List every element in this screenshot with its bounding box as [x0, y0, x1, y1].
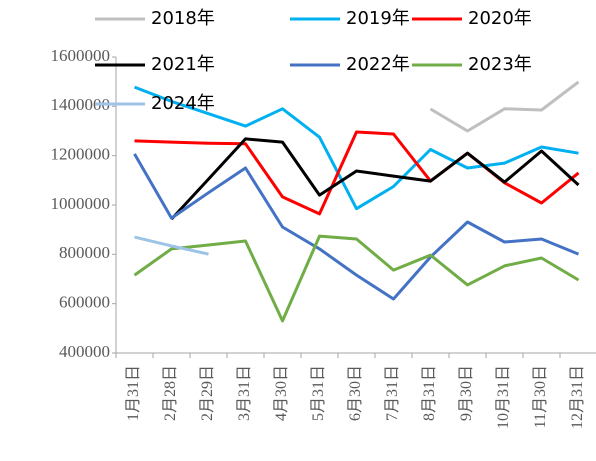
x-tick-label: 2月29日 [199, 365, 216, 421]
y-tick-label: 600000 [59, 293, 110, 312]
y-tick-label: 1200000 [51, 145, 111, 164]
y-tick-label: 800000 [59, 243, 110, 262]
series-line [134, 235, 209, 256]
x-tick-label: 9月30日 [458, 365, 475, 421]
legend-label: 2022年 [346, 54, 410, 75]
x-tick-label: 5月31日 [310, 365, 327, 421]
series-line [429, 80, 580, 133]
x-tick-label: 2月28日 [162, 365, 179, 421]
series-line [133, 234, 580, 323]
legend-label: 2019年 [346, 8, 410, 29]
x-tick-label: 12月31日 [569, 365, 586, 429]
x-tick-label: 7月31日 [384, 365, 401, 421]
series-line [133, 153, 580, 301]
legend-label: 2024年 [151, 93, 215, 114]
legend-label: 2023年 [468, 54, 532, 75]
y-tick-label: 1600000 [51, 46, 111, 65]
x-tick-label: 4月30日 [273, 365, 290, 421]
series-line [133, 85, 579, 211]
legend-label: 2018年 [151, 8, 215, 29]
y-tick-label: 1000000 [51, 194, 111, 213]
x-tick-label: 3月31日 [236, 365, 253, 421]
x-tick-label: 1月31日 [125, 365, 142, 421]
x-tick-label: 6月30日 [347, 365, 364, 421]
legend-label: 2020年 [468, 8, 532, 29]
x-tick-label: 11月30日 [532, 365, 549, 428]
series-line [134, 130, 580, 216]
legend-label: 2021年 [151, 54, 215, 75]
x-tick-label: 8月31日 [421, 365, 438, 421]
series-line [170, 137, 580, 221]
y-tick-label: 400000 [59, 342, 110, 361]
x-tick-label: 10月31日 [495, 365, 512, 429]
y-tick-label: 1400000 [51, 95, 111, 114]
